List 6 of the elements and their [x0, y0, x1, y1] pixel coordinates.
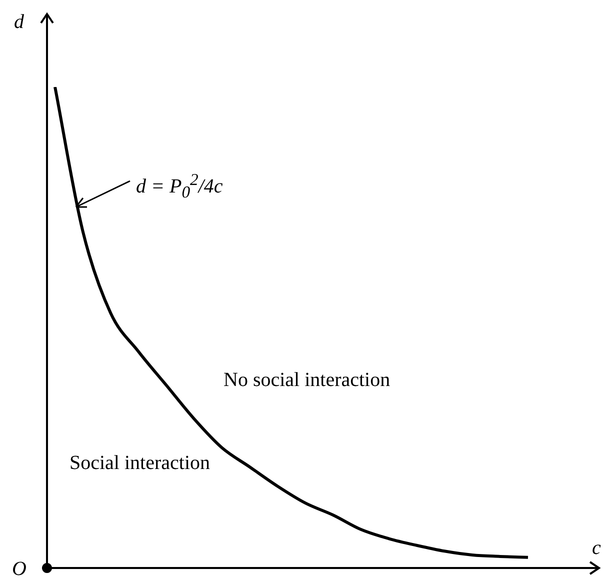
annotation: No social interaction [224, 369, 390, 391]
x-axis-title: c [592, 537, 601, 559]
text: O [12, 558, 26, 580]
annotation: Social interaction [70, 452, 210, 474]
y-axis-title: d [14, 11, 24, 33]
annotation: d = P$_{0}$$^{2}$/4c [136, 170, 223, 202]
